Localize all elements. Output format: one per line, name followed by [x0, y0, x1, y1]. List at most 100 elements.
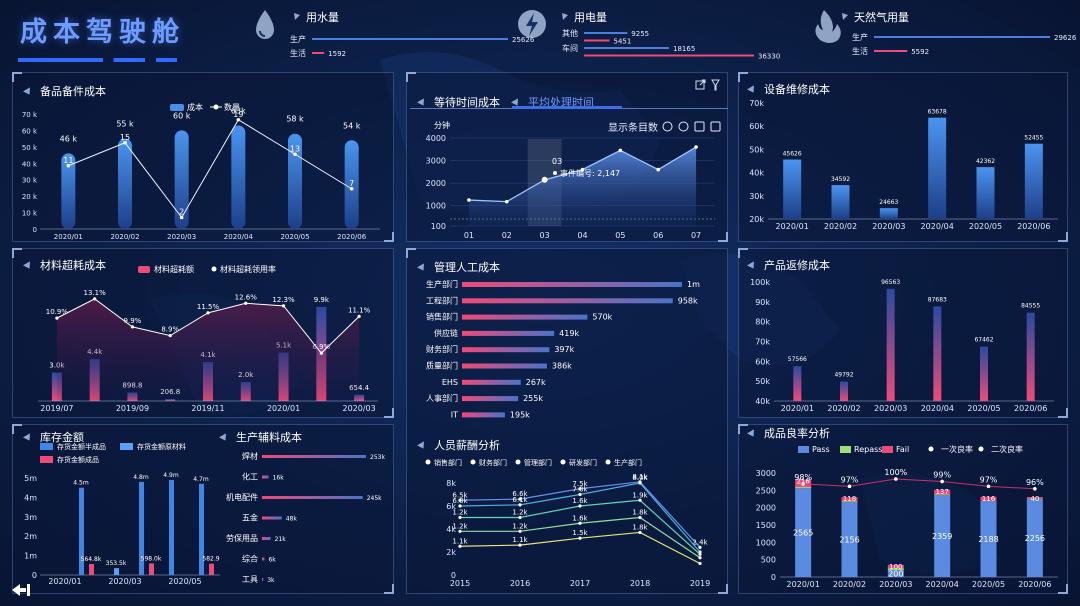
aux-bar — [262, 516, 282, 520]
rate-point — [281, 304, 286, 308]
mgmt-title: 管理人工成本 — [418, 259, 500, 275]
tick-label: 1.8k — [632, 509, 648, 517]
tick-label: 500 — [761, 556, 776, 565]
tick-label: 216 — [796, 478, 810, 486]
tick-label: 6.1k — [512, 496, 528, 504]
zoom-label[interactable]: 显示条目数 — [608, 121, 658, 134]
tick-label: 2020/06 — [337, 233, 367, 241]
tick-label: 97% — [841, 475, 859, 484]
category-label: EHS — [442, 378, 458, 387]
cost-bar — [288, 133, 302, 229]
aux-bar — [262, 455, 366, 458]
tick-label: 1.6k — [572, 514, 588, 522]
tick-label: 98% — [794, 473, 812, 482]
yield-bar — [980, 496, 997, 501]
value-label: 48k — [286, 516, 298, 523]
legend-dot — [425, 459, 431, 465]
tick-label: 2000 — [756, 504, 776, 513]
legend-dot — [605, 459, 611, 465]
tick-label: 03 — [540, 231, 550, 240]
value-label: 570k — [592, 313, 612, 322]
salary-point — [458, 498, 462, 502]
tick-label: 1.1k — [512, 536, 528, 544]
inventory-bar — [169, 479, 174, 575]
tick-label: 2020/06 — [1014, 404, 1047, 413]
tick-label: 2156 — [839, 536, 859, 545]
usage-label: 车间 — [562, 43, 578, 53]
value-label: 1m — [687, 280, 700, 289]
tick-label: 2019/11 — [191, 404, 224, 413]
usage-label: 生产 — [290, 34, 306, 44]
tick-label: 2020/02 — [827, 404, 860, 413]
tick-label: 12.6% — [235, 293, 258, 301]
usage-bar — [874, 50, 908, 52]
tick-label: 3000 — [756, 469, 776, 478]
salary-point — [458, 544, 462, 548]
salary-point — [638, 515, 642, 520]
tick-label: 2188 — [978, 535, 998, 544]
tick-label: 1.2k — [452, 522, 468, 530]
value-label: 6k — [268, 557, 276, 564]
tick-label: 11.5% — [197, 303, 220, 311]
tab-wait-time[interactable]: 等待时间成本 — [418, 94, 500, 110]
mgmt-bar — [462, 396, 519, 402]
download-icon[interactable] — [710, 121, 721, 132]
tick-label: 02 — [502, 231, 512, 240]
usage-value: 25626 — [512, 36, 535, 44]
spare-title: 备品备件成本 — [24, 83, 106, 99]
rate-point — [244, 301, 248, 305]
usage-value: 36330 — [758, 53, 780, 61]
value-label: 21k — [275, 536, 287, 543]
tick-label: 2020/05 — [969, 222, 1002, 231]
tick-label: 4.7m — [193, 476, 209, 483]
tick-label: 2019/09 — [116, 404, 149, 413]
gas-title: 天然气用量 — [854, 10, 909, 24]
salary-point — [458, 504, 462, 508]
rate-area — [56, 298, 360, 401]
back-icon[interactable] — [10, 582, 32, 598]
tick-label: 598.0k — [141, 555, 162, 562]
tick-label: 2k — [446, 548, 456, 557]
refresh-icon[interactable] — [678, 121, 689, 132]
share-icon[interactable] — [695, 79, 706, 90]
tick-label: 100% — [884, 468, 907, 477]
legend-swatch — [170, 104, 184, 111]
equip-bar — [783, 159, 802, 219]
yield-bar — [841, 502, 858, 577]
tick-label: 2020/02 — [824, 222, 857, 231]
tick-label: 2020/03 — [879, 580, 912, 589]
tick-label: 2020/01 — [781, 404, 814, 413]
area-point — [467, 198, 471, 202]
value-label: 255k — [523, 394, 543, 403]
tick-label: 40k — [749, 169, 764, 178]
power-usage: 用电量 — [518, 10, 607, 38]
value-label: 958k — [678, 296, 698, 305]
tick-label: 45626 — [783, 151, 802, 158]
spare-parts-panel — [12, 72, 394, 242]
value-label: 3k — [267, 577, 275, 584]
table-icon[interactable] — [694, 121, 705, 132]
legend-label: 成本 — [187, 102, 203, 112]
legend-label: 存货金额半成品 — [57, 442, 106, 451]
tick-label: 2 — [179, 208, 184, 217]
value-label: 16k — [273, 475, 285, 482]
tick-label: 2019/07 — [40, 404, 73, 413]
help-icon[interactable] — [662, 121, 673, 132]
area-point — [694, 145, 698, 149]
mgmt-bar — [462, 298, 673, 304]
legend-label: Repass — [854, 445, 882, 454]
filter-icon[interactable] — [711, 79, 720, 91]
material-title: 材料超耗成本 — [24, 257, 106, 273]
tab-avg-time[interactable]: 平均处理时间 — [512, 94, 594, 110]
qty-point — [293, 152, 297, 157]
water-usage: 用水量 — [256, 10, 339, 39]
tick-label: 2020/03 — [108, 577, 141, 586]
tick-label: 15 — [120, 133, 130, 142]
value-label: 195k — [510, 410, 530, 419]
tick-label: 9.9k — [314, 296, 330, 304]
flame-icon — [815, 10, 841, 43]
mgmt-bar — [462, 347, 550, 353]
power-title: 用电量 — [574, 11, 607, 24]
category-label: IT — [451, 410, 458, 419]
